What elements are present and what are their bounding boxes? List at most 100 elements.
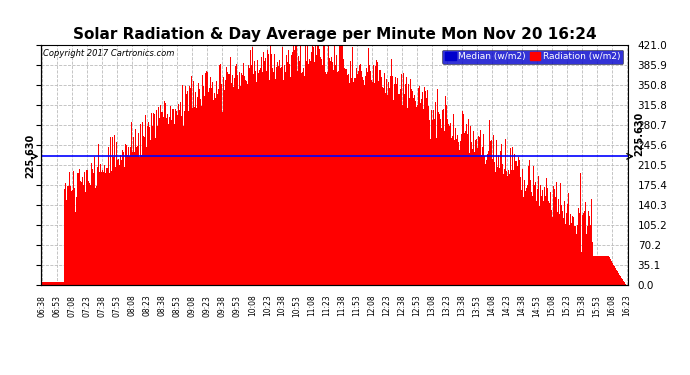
- Bar: [625, 284, 627, 285]
- Bar: [72, 190, 73, 285]
- Bar: [477, 136, 479, 285]
- Bar: [170, 106, 171, 285]
- Bar: [613, 265, 614, 285]
- Bar: [210, 88, 212, 285]
- Bar: [208, 93, 209, 285]
- Bar: [306, 45, 308, 285]
- Bar: [330, 61, 331, 285]
- Bar: [537, 201, 538, 285]
- Bar: [305, 45, 306, 285]
- Bar: [439, 114, 440, 285]
- Bar: [102, 170, 103, 285]
- Bar: [504, 140, 506, 285]
- Bar: [117, 159, 118, 285]
- Bar: [164, 101, 165, 285]
- Bar: [495, 140, 497, 285]
- Bar: [406, 108, 408, 285]
- Bar: [526, 188, 527, 285]
- Bar: [508, 170, 509, 285]
- Bar: [410, 79, 411, 285]
- Bar: [352, 47, 353, 285]
- Bar: [395, 84, 397, 285]
- Bar: [293, 45, 294, 285]
- Bar: [74, 188, 75, 285]
- Bar: [51, 282, 52, 285]
- Bar: [105, 173, 106, 285]
- Bar: [131, 122, 132, 285]
- Bar: [192, 108, 193, 285]
- Bar: [562, 211, 564, 285]
- Bar: [114, 135, 115, 285]
- Bar: [88, 182, 89, 285]
- Bar: [239, 86, 241, 285]
- Bar: [285, 72, 286, 285]
- Bar: [125, 144, 126, 285]
- Bar: [54, 282, 55, 285]
- Bar: [602, 256, 604, 285]
- Bar: [428, 120, 430, 285]
- Bar: [587, 226, 589, 285]
- Bar: [175, 109, 176, 285]
- Bar: [484, 164, 486, 285]
- Bar: [127, 155, 128, 285]
- Bar: [75, 212, 76, 285]
- Bar: [110, 138, 111, 285]
- Bar: [348, 83, 350, 285]
- Bar: [45, 282, 46, 285]
- Bar: [272, 68, 273, 285]
- Bar: [172, 109, 174, 285]
- Bar: [290, 55, 292, 285]
- Bar: [120, 154, 121, 285]
- Bar: [63, 282, 64, 285]
- Bar: [544, 186, 546, 285]
- Bar: [146, 147, 147, 285]
- Bar: [186, 93, 187, 285]
- Bar: [431, 120, 433, 285]
- Bar: [614, 266, 615, 285]
- Bar: [67, 186, 68, 285]
- Bar: [250, 64, 252, 285]
- Bar: [404, 84, 406, 285]
- Text: 225.630: 225.630: [26, 134, 36, 178]
- Bar: [509, 147, 511, 285]
- Bar: [332, 62, 333, 285]
- Bar: [129, 156, 130, 285]
- Bar: [473, 152, 475, 285]
- Bar: [77, 172, 78, 285]
- Bar: [161, 111, 163, 285]
- Bar: [101, 172, 102, 285]
- Bar: [611, 261, 613, 285]
- Bar: [326, 72, 328, 285]
- Bar: [420, 103, 421, 285]
- Bar: [303, 68, 304, 285]
- Bar: [255, 70, 256, 285]
- Bar: [48, 282, 49, 285]
- Bar: [94, 157, 95, 285]
- Bar: [286, 62, 288, 285]
- Bar: [188, 111, 189, 285]
- Bar: [112, 137, 113, 285]
- Bar: [248, 68, 250, 285]
- Bar: [339, 45, 341, 285]
- Bar: [379, 70, 380, 285]
- Bar: [108, 147, 109, 285]
- Bar: [288, 64, 290, 285]
- Bar: [221, 111, 223, 285]
- Bar: [135, 129, 136, 285]
- Bar: [529, 160, 531, 285]
- Bar: [147, 126, 148, 285]
- Bar: [97, 167, 98, 285]
- Bar: [500, 144, 502, 285]
- Bar: [363, 80, 364, 285]
- Bar: [258, 73, 259, 285]
- Bar: [555, 197, 556, 285]
- Bar: [368, 65, 370, 285]
- Bar: [144, 137, 145, 285]
- Bar: [314, 62, 315, 285]
- Bar: [589, 216, 591, 285]
- Bar: [157, 126, 158, 285]
- Bar: [113, 157, 114, 285]
- Bar: [59, 282, 60, 285]
- Bar: [95, 188, 96, 285]
- Bar: [564, 201, 565, 285]
